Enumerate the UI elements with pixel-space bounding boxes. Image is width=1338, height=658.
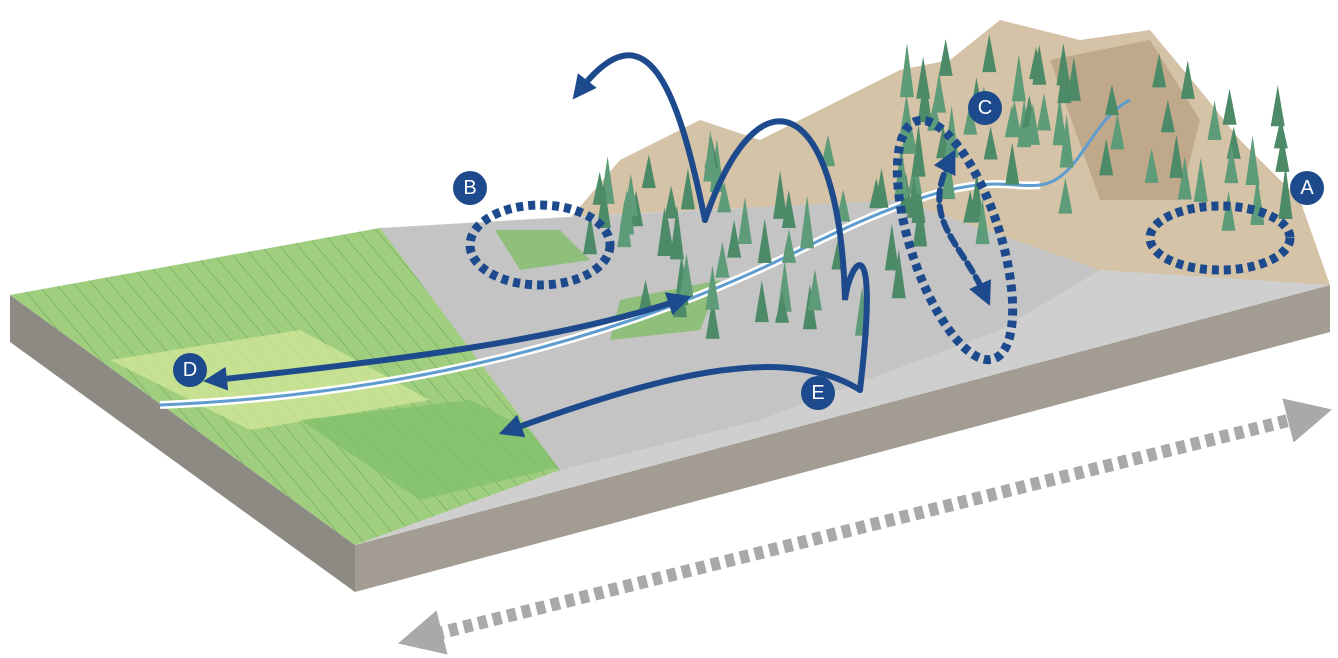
tree	[1004, 104, 1019, 138]
marker: A	[1290, 171, 1324, 205]
tree	[583, 212, 598, 255]
tree	[1160, 100, 1175, 133]
tree	[807, 268, 822, 311]
tree	[1104, 84, 1119, 116]
tree	[1144, 147, 1159, 183]
tree	[982, 34, 997, 73]
tree	[906, 176, 921, 218]
tree	[1036, 93, 1051, 131]
tree	[1052, 96, 1067, 146]
tree	[1222, 88, 1237, 125]
tree	[1059, 114, 1074, 168]
tree	[775, 292, 790, 323]
arrow	[572, 52, 708, 223]
tree	[1099, 138, 1114, 176]
tree	[800, 195, 815, 249]
tree	[664, 185, 679, 219]
tree	[669, 205, 684, 260]
tree	[1180, 60, 1195, 99]
marker-circle	[453, 171, 487, 205]
marker-circle	[1290, 171, 1324, 205]
tree	[727, 219, 742, 258]
tree	[1270, 85, 1285, 127]
tree	[757, 218, 772, 263]
slab-left-side	[10, 295, 355, 592]
arrow	[203, 292, 692, 391]
tree	[1273, 117, 1288, 149]
tree	[1193, 157, 1208, 202]
tree	[679, 253, 694, 298]
marker-circle	[173, 353, 207, 387]
tree	[641, 154, 656, 189]
tree	[963, 101, 978, 135]
tree	[680, 168, 695, 210]
tree	[705, 265, 720, 310]
tree	[717, 181, 732, 213]
tree	[596, 182, 611, 229]
tree	[902, 123, 917, 154]
tree	[1169, 134, 1184, 178]
tree	[917, 72, 932, 123]
tree	[911, 124, 926, 177]
tree	[1029, 46, 1044, 80]
tree	[781, 229, 796, 263]
marker: D	[173, 353, 207, 387]
marker-circle	[968, 91, 1002, 125]
tree	[703, 130, 718, 182]
marker-label: D	[183, 359, 197, 381]
marker-label: E	[811, 382, 824, 404]
tree	[1057, 56, 1072, 104]
tree	[1152, 53, 1167, 88]
marker-circle	[801, 376, 835, 410]
tree	[1058, 177, 1073, 214]
tree	[1207, 100, 1222, 140]
tree	[1221, 191, 1236, 231]
tree	[891, 249, 906, 299]
tree	[737, 196, 752, 245]
arrow	[933, 149, 991, 306]
tree	[938, 38, 953, 76]
marker: C	[968, 91, 1002, 125]
tree	[884, 223, 899, 271]
marker-label: A	[1300, 177, 1314, 199]
marker-label: C	[978, 97, 992, 119]
tree	[592, 171, 607, 205]
tree	[899, 42, 914, 98]
tree	[754, 280, 769, 323]
tree	[1278, 165, 1293, 220]
marker: E	[801, 376, 835, 410]
marker-label: B	[463, 177, 476, 199]
tree	[913, 194, 928, 247]
tree	[1025, 103, 1040, 145]
tree	[1245, 135, 1260, 186]
tree	[1066, 56, 1081, 101]
marker: B	[453, 171, 487, 205]
tree	[1275, 133, 1290, 172]
tree	[821, 134, 836, 167]
zone-c	[892, 115, 1018, 365]
tree	[623, 173, 638, 217]
park	[495, 230, 590, 270]
tree	[869, 178, 884, 209]
tree	[932, 72, 947, 113]
zone-a	[1145, 201, 1295, 275]
tree	[1005, 142, 1020, 185]
tree	[1110, 113, 1125, 150]
tree	[1011, 54, 1026, 102]
tree	[781, 189, 796, 228]
tree	[715, 241, 730, 278]
extent-arrow	[397, 398, 1333, 655]
tree	[773, 170, 788, 219]
tree	[657, 207, 672, 257]
tree	[1224, 144, 1239, 184]
tree	[1177, 156, 1192, 200]
zone-b	[465, 200, 615, 290]
tree	[705, 297, 720, 339]
forest	[583, 34, 1293, 339]
arrow	[702, 118, 870, 393]
